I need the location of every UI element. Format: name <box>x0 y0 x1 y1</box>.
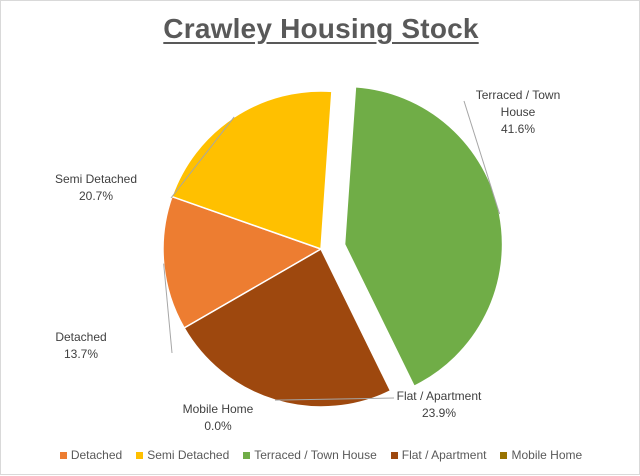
chart-title: Crawley Housing Stock <box>163 13 479 44</box>
legend-label: Terraced / Town House <box>254 448 377 462</box>
chart-legend: Detached Semi Detached Terraced / Town Hou… <box>1 448 640 462</box>
legend-label: Flat / Apartment <box>401 448 487 462</box>
data-label-terraced-town-house: Terraced / Town House 41.6% <box>476 88 561 136</box>
leader-line <box>170 116 235 199</box>
leader-line <box>463 100 501 215</box>
pie-slice-terraced-town-house <box>343 85 504 388</box>
leader-line <box>274 397 395 401</box>
data-label-mobile-home: Mobile Home 0.0% <box>183 402 254 433</box>
legend-swatch <box>243 451 251 459</box>
legend-item-semi-detached: Semi Detached <box>136 448 229 462</box>
pie-slice-detached <box>162 195 323 330</box>
legend-item-flat-apartment: Flat / Apartment <box>390 448 487 462</box>
data-label-semi-detached: Semi Detached 20.7% <box>55 172 137 203</box>
legend-swatch <box>136 451 144 459</box>
data-label-detached: Detached 13.7% <box>55 330 106 361</box>
legend-swatch <box>390 451 398 459</box>
leader-line <box>163 263 173 354</box>
legend-swatch <box>500 451 508 459</box>
legend-label: Mobile Home <box>511 448 583 462</box>
legend-label: Semi Detached <box>147 448 230 462</box>
legend-swatch <box>59 451 67 459</box>
legend-item-detached: Detached <box>59 448 123 462</box>
data-label-flat-apartment: Flat / Apartment 23.9% <box>397 389 482 420</box>
legend-item-terraced-town-house: Terraced / Town House <box>243 448 377 462</box>
legend-item-mobile-home: Mobile Home <box>500 448 582 462</box>
legend-label: Detached <box>70 448 123 462</box>
